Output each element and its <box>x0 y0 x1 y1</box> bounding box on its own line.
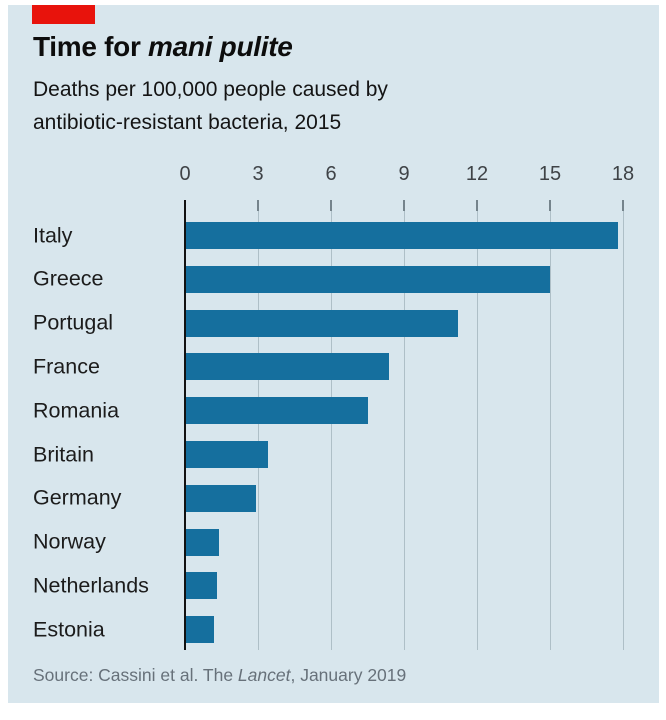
axis-tick <box>330 200 332 211</box>
gridline <box>257 200 259 650</box>
axis-tick <box>549 200 551 211</box>
bar-germany <box>185 484 256 512</box>
gridline <box>476 200 478 650</box>
country-label: Portugal <box>33 310 114 335</box>
chart-subtitle: Deaths per 100,000 people caused by antib… <box>33 73 388 139</box>
bar-portugal <box>185 309 458 337</box>
axis-tick-label: 6 <box>325 163 337 185</box>
axis-tick <box>622 200 624 211</box>
chart-subtitle-line2: antibiotic-resistant bacteria, 2015 <box>33 111 342 134</box>
source-prefix: Source: Cassini et al. The <box>33 665 238 685</box>
bar-britain <box>185 441 268 468</box>
country-label: Britain <box>33 442 94 466</box>
axis-tick-label: 12 <box>465 163 489 185</box>
country-label: Norway <box>33 529 106 554</box>
gridline <box>549 200 551 650</box>
bar-estonia <box>185 616 215 644</box>
axis-tick-label: 18 <box>611 163 635 185</box>
chart-subtitle-line1: Deaths per 100,000 people caused by <box>33 78 388 101</box>
country-label: Italy <box>33 223 73 247</box>
bar-romania <box>185 397 368 425</box>
country-label: Netherlands <box>33 573 149 598</box>
axis-tick-label: 3 <box>252 163 264 185</box>
red-kicker-tab <box>32 5 95 24</box>
gridline <box>330 200 332 650</box>
chart-title: Time for mani pulite <box>33 31 293 63</box>
bar-norway <box>185 528 220 556</box>
value-axis-line <box>184 200 186 650</box>
country-label: Greece <box>33 266 104 291</box>
bar-france <box>185 353 390 381</box>
bar-italy <box>185 222 619 249</box>
source-suffix: , January 2019 <box>290 665 407 685</box>
country-label: Germany <box>33 485 122 510</box>
axis-tick-label: 0 <box>179 163 191 185</box>
country-label: Romania <box>33 398 120 423</box>
axis-tick <box>476 200 478 211</box>
axis-tick-label: 15 <box>538 163 562 185</box>
bar-netherlands <box>185 572 217 600</box>
axis-tick <box>257 200 259 211</box>
gridline <box>403 200 405 650</box>
source-publication: Lancet <box>237 665 291 685</box>
bar-chart-plot: 0 3 6 9 12 15 18 Italy Greece Portugal France Roman… <box>8 5 659 703</box>
axis-tick <box>403 200 405 211</box>
source-note: Source: Cassini et al. The Lancet, Janua… <box>33 665 406 686</box>
gridline <box>622 200 624 650</box>
chart-title-italic: mani pulite <box>148 31 293 62</box>
bar-greece <box>185 265 550 293</box>
chart-card: Time for mani pulite Deaths per 100,000 … <box>8 5 659 703</box>
country-label: France <box>33 354 100 379</box>
axis-tick-label: 9 <box>398 163 410 185</box>
chart-title-plain: Time for <box>33 31 149 62</box>
country-label: Estonia <box>33 617 105 642</box>
